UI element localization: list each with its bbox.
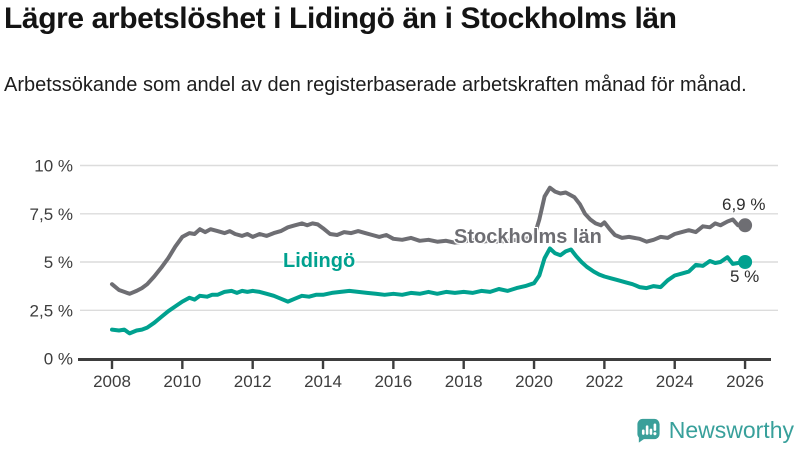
y-tick-label: 2,5 % (30, 301, 73, 320)
y-tick-label: 10 % (34, 157, 73, 176)
series-end-dot-1 (738, 255, 753, 269)
newsworthy-logo-icon (637, 418, 660, 443)
y-tick-label: 0 % (44, 350, 73, 369)
x-tick-label: 2012 (234, 372, 272, 391)
x-tick-label: 2018 (445, 372, 483, 391)
page-subtitle: Arbetssökande som andel av den registerb… (4, 74, 747, 96)
x-tick-label: 2024 (656, 372, 694, 391)
end-value-label-stockholms-lan: 6,9 % (722, 195, 766, 214)
page-title: Lägre arbetslöshet i Lidingö än i Stockh… (4, 2, 677, 35)
x-tick-label: 2008 (93, 372, 131, 391)
brand-footer: Newsworthy (635, 417, 794, 444)
series-end-dot-0 (738, 218, 753, 233)
x-tick-label: 2026 (726, 372, 764, 391)
x-tick-label: 2020 (515, 372, 553, 391)
brand-name: Newsworthy (668, 417, 794, 443)
series-label-stockholms-lan: Stockholms län (454, 226, 602, 248)
series-line-1 (110, 246, 748, 336)
end-value-label-lidingo: 5 % (730, 267, 760, 286)
x-tick-label: 2010 (163, 372, 201, 391)
x-tick-label: 2014 (304, 372, 342, 391)
y-tick-label: 7,5 % (30, 205, 73, 224)
y-tick-label: 5 % (44, 253, 73, 272)
series-label-lidingo: Lidingö (283, 250, 356, 272)
x-tick-label: 2016 (374, 372, 412, 391)
x-tick-label: 2022 (585, 372, 623, 391)
series-line-0 (110, 185, 748, 296)
